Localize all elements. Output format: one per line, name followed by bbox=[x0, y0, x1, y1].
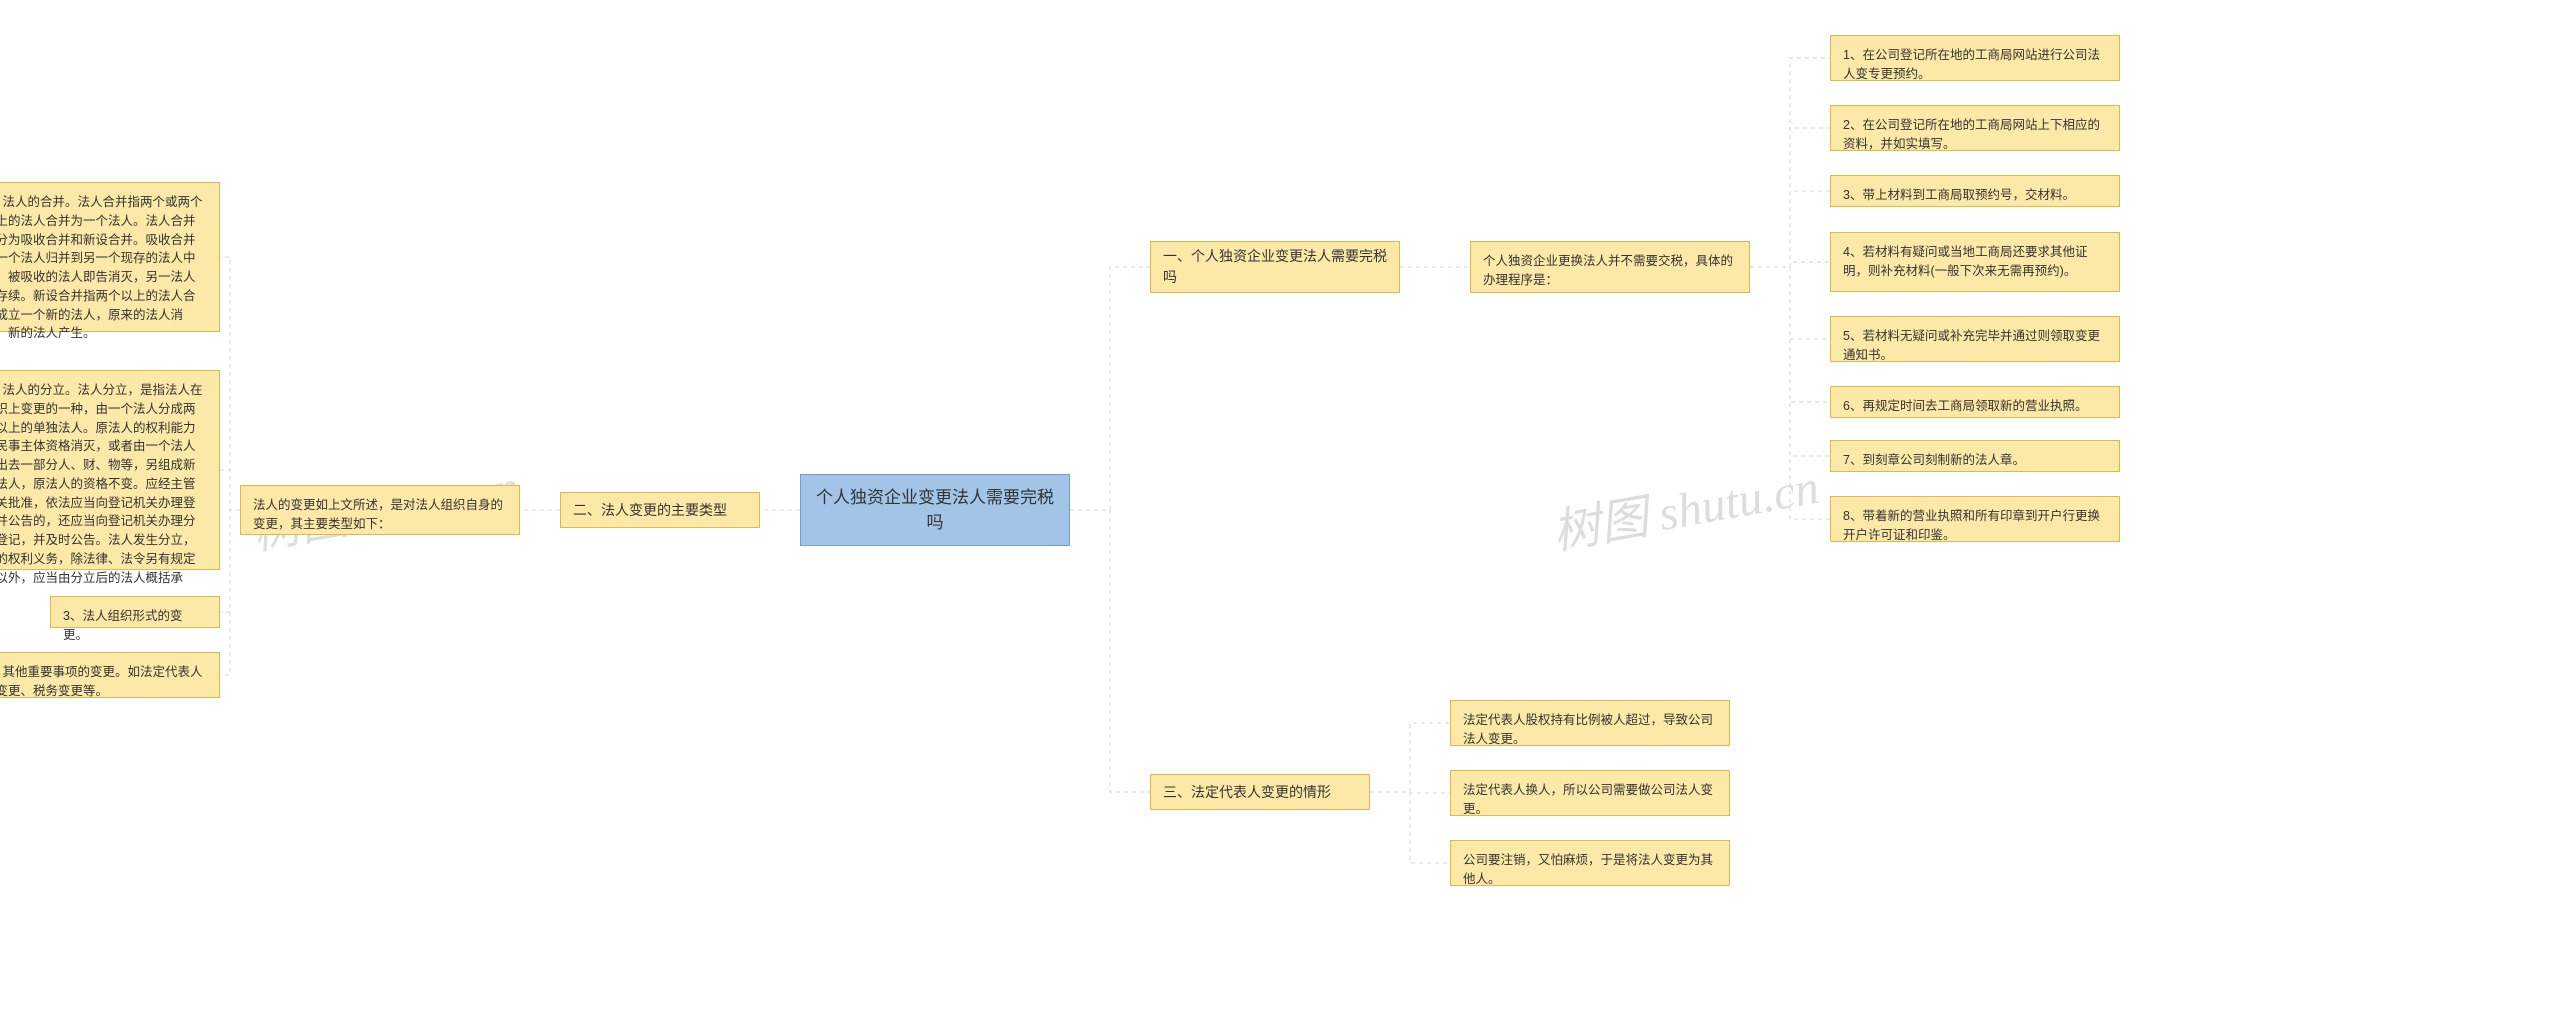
sub-node[interactable]: 个人独资企业更换法人并不需要交税，具体的办理程序是： bbox=[1470, 241, 1750, 293]
leaf-node[interactable]: 7、到刻章公司刻制新的法人章。 bbox=[1830, 440, 2120, 472]
leaf-label: 1、法人的合并。法人合并指两个或两个以上的法人合并为一个法人。法人合并另分为吸收… bbox=[0, 195, 202, 340]
leaf-label: 3、法人组织形式的变更。 bbox=[63, 609, 182, 642]
center-node-text: 个人独资企业变更法人需要完税吗 bbox=[813, 485, 1057, 536]
sub-label: 法人的变更如上文所述，是对法人组织自身的变更，其主要类型如下： bbox=[253, 498, 503, 531]
leaf-node[interactable]: 1、法人的合并。法人合并指两个或两个以上的法人合并为一个法人。法人合并另分为吸收… bbox=[0, 182, 220, 332]
leaf-label: 法定代表人换人，所以公司需要做公司法人变更。 bbox=[1463, 783, 1713, 816]
leaf-label: 8、带着新的营业执照和所有印章到开户行更换开户许可证和印鉴。 bbox=[1843, 509, 2100, 542]
leaf-label: 2、在公司登记所在地的工商局网站上下相应的资料，并如实填写。 bbox=[1843, 118, 2100, 151]
leaf-node[interactable]: 4、若材料有疑问或当地工商局还要求其他证明，则补充材料(一般下次来无需再预约)。 bbox=[1830, 232, 2120, 292]
leaf-label: 5、若材料无疑问或补充完毕并通过则领取变更通知书。 bbox=[1843, 329, 2100, 362]
branch-label: 一、个人独资企业变更法人需要完税吗 bbox=[1163, 246, 1387, 288]
leaf-label: 法定代表人股权持有比例被人超过，导致公司法人变更。 bbox=[1463, 713, 1713, 746]
leaf-node[interactable]: 2、在公司登记所在地的工商局网站上下相应的资料，并如实填写。 bbox=[1830, 105, 2120, 151]
leaf-node[interactable]: 6、再规定时间去工商局领取新的营业执照。 bbox=[1830, 386, 2120, 418]
leaf-label: 6、再规定时间去工商局领取新的营业执照。 bbox=[1843, 399, 2087, 413]
leaf-label: 公司要注销，又怕麻烦，于是将法人变更为其他人。 bbox=[1463, 853, 1713, 886]
leaf-label: 1、在公司登记所在地的工商局网站进行公司法人变专更预约。 bbox=[1843, 48, 2100, 81]
leaf-node[interactable]: 8、带着新的营业执照和所有印章到开户行更换开户许可证和印鉴。 bbox=[1830, 496, 2120, 542]
branch-node[interactable]: 三、法定代表人变更的情形 bbox=[1150, 774, 1370, 810]
branch-label: 三、法定代表人变更的情形 bbox=[1163, 782, 1331, 803]
leaf-label: 4、其他重要事项的变更。如法定代表人的变更、税务变更等。 bbox=[0, 665, 202, 698]
leaf-label: 2、法人的分立。法人分立，是指法人在组织上变更的一种，由一个法人分成两个以上的单… bbox=[0, 383, 202, 603]
leaf-node[interactable]: 4、其他重要事项的变更。如法定代表人的变更、税务变更等。 bbox=[0, 652, 220, 698]
leaf-label: 4、若材料有疑问或当地工商局还要求其他证明，则补充材料(一般下次来无需再预约)。 bbox=[1843, 245, 2087, 278]
leaf-node[interactable]: 法定代表人股权持有比例被人超过，导致公司法人变更。 bbox=[1450, 700, 1730, 746]
watermark-right: 树图 shutu.cn bbox=[1546, 447, 1823, 563]
center-node[interactable]: 个人独资企业变更法人需要完税吗 bbox=[800, 474, 1070, 546]
leaf-label: 3、带上材料到工商局取预约号，交材料。 bbox=[1843, 188, 2075, 202]
sub-node[interactable]: 法人的变更如上文所述，是对法人组织自身的变更，其主要类型如下： bbox=[240, 485, 520, 535]
leaf-node[interactable]: 1、在公司登记所在地的工商局网站进行公司法人变专更预约。 bbox=[1830, 35, 2120, 81]
leaf-node[interactable]: 5、若材料无疑问或补充完毕并通过则领取变更通知书。 bbox=[1830, 316, 2120, 362]
leaf-node[interactable]: 3、法人组织形式的变更。 bbox=[50, 596, 220, 628]
leaf-node[interactable]: 3、带上材料到工商局取预约号，交材料。 bbox=[1830, 175, 2120, 207]
leaf-node[interactable]: 2、法人的分立。法人分立，是指法人在组织上变更的一种，由一个法人分成两个以上的单… bbox=[0, 370, 220, 570]
branch-node[interactable]: 二、法人变更的主要类型 bbox=[560, 492, 760, 528]
sub-label: 个人独资企业更换法人并不需要交税，具体的办理程序是： bbox=[1483, 254, 1733, 287]
mindmap-canvas: 树图 shutu.cn 树图 shutu.cn 个人独资企业变更法人需要完税吗 … bbox=[0, 0, 2560, 1033]
leaf-node[interactable]: 法定代表人换人，所以公司需要做公司法人变更。 bbox=[1450, 770, 1730, 816]
branch-label: 二、法人变更的主要类型 bbox=[573, 500, 727, 521]
leaf-label: 7、到刻章公司刻制新的法人章。 bbox=[1843, 453, 2025, 467]
leaf-node[interactable]: 公司要注销，又怕麻烦，于是将法人变更为其他人。 bbox=[1450, 840, 1730, 886]
branch-node[interactable]: 一、个人独资企业变更法人需要完税吗 bbox=[1150, 241, 1400, 293]
